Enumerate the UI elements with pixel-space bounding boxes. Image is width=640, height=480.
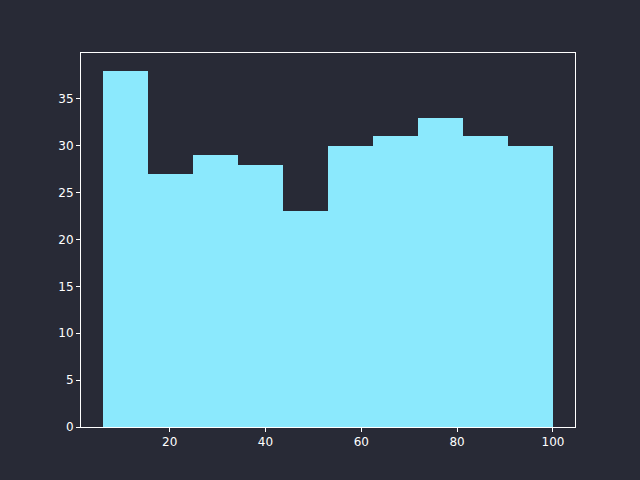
svg-text:10: 10 [58,326,73,340]
svg-text:25: 25 [58,186,73,200]
svg-text:5: 5 [66,373,74,387]
svg-text:80: 80 [449,435,464,449]
svg-text:30: 30 [58,139,73,153]
svg-text:35: 35 [58,92,73,106]
svg-text:20: 20 [162,435,177,449]
svg-text:20: 20 [58,233,73,247]
svg-text:40: 40 [258,435,273,449]
svg-text:0: 0 [66,420,74,434]
svg-text:60: 60 [354,435,369,449]
svg-text:100: 100 [542,435,565,449]
svg-text:15: 15 [58,280,73,294]
